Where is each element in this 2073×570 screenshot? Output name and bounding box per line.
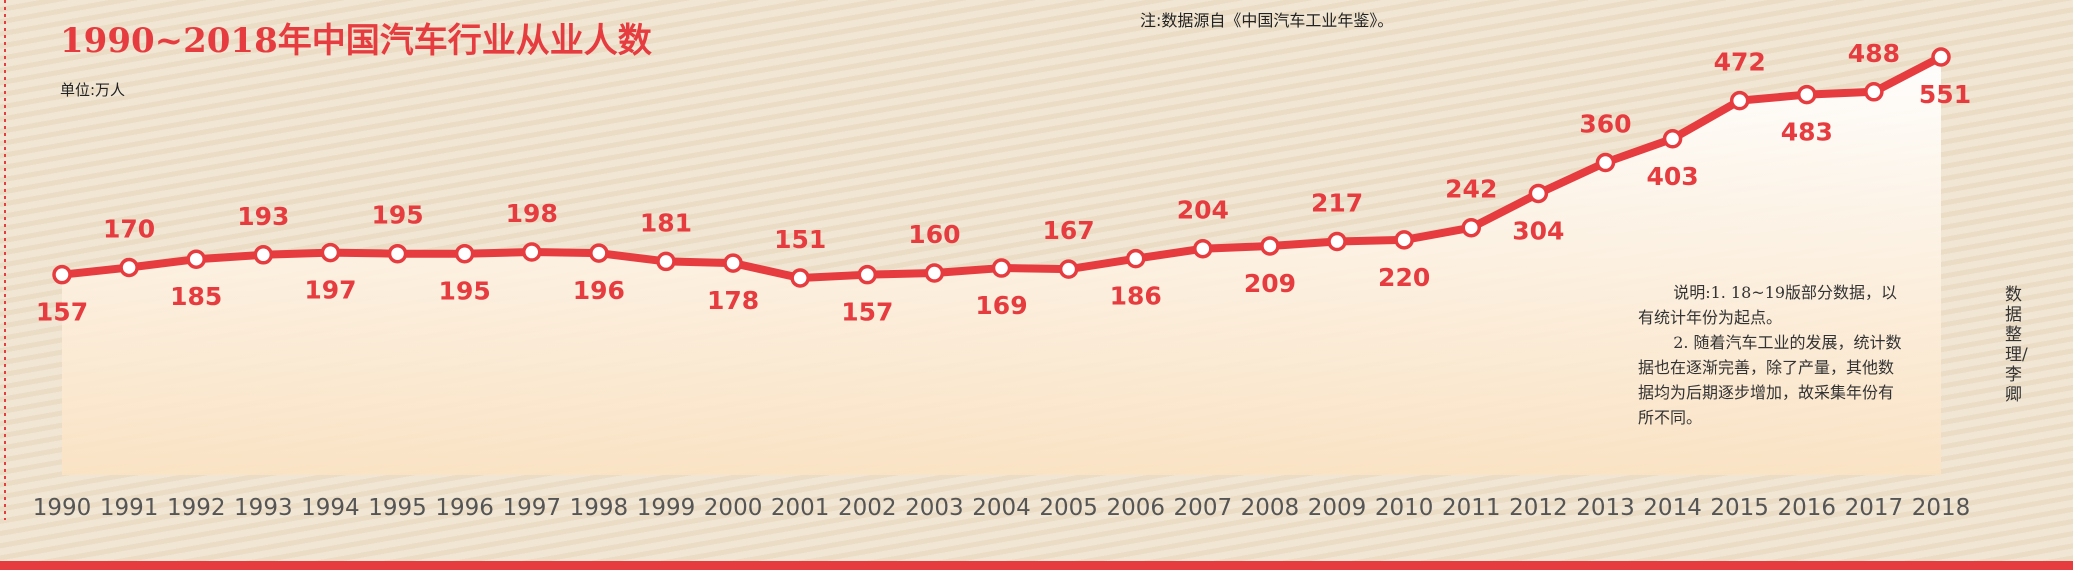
x-tick-label: 2001 [771,495,830,521]
value-label: 195 [371,201,423,230]
value-label: 209 [1244,269,1296,298]
x-tick-label: 1996 [435,495,494,521]
x-tick-label: 2008 [1241,495,1300,521]
value-label: 170 [103,215,155,244]
value-label: 197 [304,276,356,305]
value-label: 169 [975,291,1027,320]
chart-title: 1990~2018年中国汽车行业从业人数 [60,21,652,61]
point [1662,129,1683,149]
point [1729,90,1750,111]
value-label: 160 [908,220,960,249]
point [723,253,743,273]
x-tick-label: 2015 [1710,495,1769,521]
value-label: 185 [170,282,222,311]
x-tick-label: 1997 [502,495,561,521]
x-tick-label: 2013 [1576,495,1635,521]
point [589,243,609,263]
point [1461,217,1481,238]
value-label: 242 [1445,175,1497,204]
x-tick-label: 2007 [1174,495,1233,521]
point [1797,84,1817,105]
value-label: 186 [1110,282,1162,311]
x-tick-label: 2016 [1778,495,1837,521]
point [522,242,542,262]
point [1528,183,1549,204]
point [1125,248,1146,269]
x-tick-label: 2006 [1106,495,1165,521]
x-tick-label: 2000 [704,495,763,521]
unit-label: 单位:万人 [60,81,125,99]
x-tick-label: 1992 [167,495,226,521]
point [454,243,475,264]
explanation-item: 说明:1. 18~19版部分数据，以有统计年份为起点。 [1638,283,1898,327]
x-tick-label: 2014 [1643,495,1702,521]
point [1394,230,1414,250]
point [1193,238,1213,259]
x-tick-label: 1994 [301,495,360,521]
x-tick-label: 1998 [570,495,629,521]
point [387,243,408,264]
value-label: 196 [573,276,625,305]
point [253,245,274,265]
explanation-item: 2. 随着汽车工业的发展，统计数据也在逐渐完善，除了产量，其他数据均为后期逐步增… [1638,333,1902,427]
point [790,268,810,288]
value-label: 151 [774,225,826,254]
value-label: 304 [1512,216,1564,245]
point [186,249,206,269]
point [1931,47,1951,67]
x-tick-label: 2002 [838,495,897,521]
x-tick-label: 2010 [1375,495,1434,521]
value-label: 220 [1378,263,1430,292]
point [991,258,1012,278]
value-label: 198 [506,199,558,228]
point [1595,152,1616,173]
value-label: 403 [1646,162,1698,191]
value-label: 157 [36,298,88,327]
area [62,57,1941,475]
point [52,264,72,285]
value-label: 167 [1043,216,1095,245]
bottom-bar [0,561,2073,570]
x-tick-label: 1993 [234,495,293,521]
point [1260,236,1280,256]
x-tick-label: 2012 [1509,495,1568,521]
point [656,251,676,272]
x-tick-label: 2018 [1912,495,1971,521]
x-tick-label: 2009 [1308,495,1367,521]
point [1327,231,1347,252]
x-tick-label: 1991 [100,495,159,521]
value-label: 181 [640,208,692,237]
value-label: 483 [1781,118,1833,147]
value-label: 551 [1919,80,1971,109]
x-tick-label: 2004 [972,495,1031,521]
point [857,264,878,285]
point [1864,82,1884,102]
point [924,263,945,283]
x-tick-label: 1995 [368,495,427,521]
x-tick-label: 2017 [1845,495,1904,521]
x-tick-label: 2005 [1039,495,1098,521]
value-label: 488 [1848,39,1900,68]
source-note: 注:数据源自《中国汽车工业年鉴》。 [1140,11,1393,30]
value-label: 157 [841,298,893,327]
value-label: 204 [1177,196,1229,225]
x-tick-label: 2003 [905,495,964,521]
x-tick-label: 1990 [33,495,92,521]
x-tick-label: 2011 [1442,495,1501,521]
x-tick-label: 1999 [637,495,696,521]
value-label: 178 [707,286,759,315]
point [119,257,139,278]
point [320,242,341,263]
value-label: 193 [237,202,289,231]
value-label: 472 [1714,48,1766,77]
value-label: 360 [1579,110,1631,139]
value-label: 195 [439,277,491,306]
explanation: 说明:1. 18~19版部分数据，以有统计年份为起点。 2. 随着汽车工业的发展… [1638,280,1908,430]
credit: 数据整理/李 卿 [2005,285,2028,405]
point [1058,259,1079,279]
value-label: 217 [1311,189,1363,218]
